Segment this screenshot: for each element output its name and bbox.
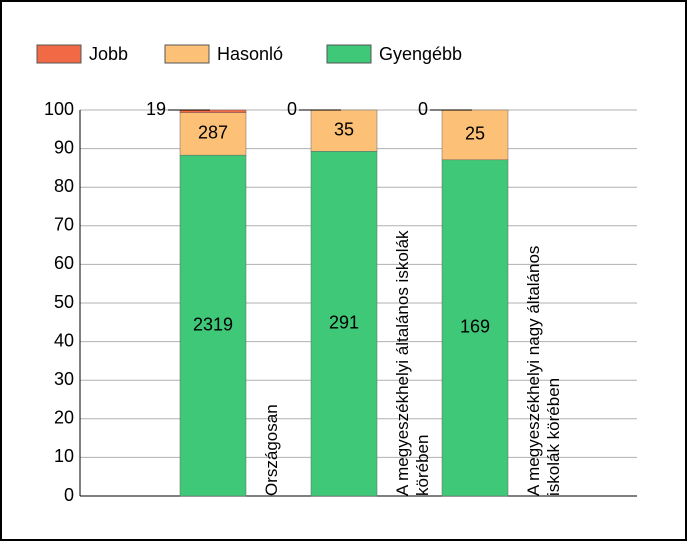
count-label: 2319 [193,314,233,334]
y-tick-label: 40 [54,330,74,350]
bar-segment [310,109,378,152]
y-tick-label: 60 [54,253,74,273]
y-tick-label: 80 [54,176,74,196]
legend-swatch [36,44,82,64]
count-label: 287 [198,123,228,143]
count-label: 0 [418,99,428,119]
legend-swatch [164,44,210,64]
category-label: A megyeszékhelyi nagy általános iskolák … [524,245,563,496]
y-tick-label: 70 [54,215,74,235]
category-label: Országosan [262,404,281,496]
y-tick-label: 0 [64,485,74,505]
bar-segment [179,154,247,497]
count-label: 0 [287,99,297,119]
legend-label: Jobb [89,44,128,64]
y-tick-label: 90 [54,137,74,157]
y-tick-label: 30 [54,369,74,389]
bar-segment [179,112,247,156]
bar-segment [441,109,509,161]
y-tick-label: 20 [54,408,74,428]
count-label: 25 [465,124,485,144]
legend-label: Hasonló [217,44,283,64]
legend-label: Gyengébb [379,44,462,64]
count-label: 169 [460,317,490,337]
count-label: 35 [334,119,354,139]
y-tick-label: 100 [44,99,74,119]
bar-segment [179,109,247,113]
bar-segment [310,151,378,497]
count-label: 291 [329,312,359,332]
y-tick-label: 10 [54,446,74,466]
category-label: A megyeszékhelyi általános iskolák köréb… [393,230,432,496]
y-tick-label: 50 [54,292,74,312]
count-label: 19 [146,99,166,119]
bar-segment [441,159,509,497]
legend-swatch [326,44,372,64]
